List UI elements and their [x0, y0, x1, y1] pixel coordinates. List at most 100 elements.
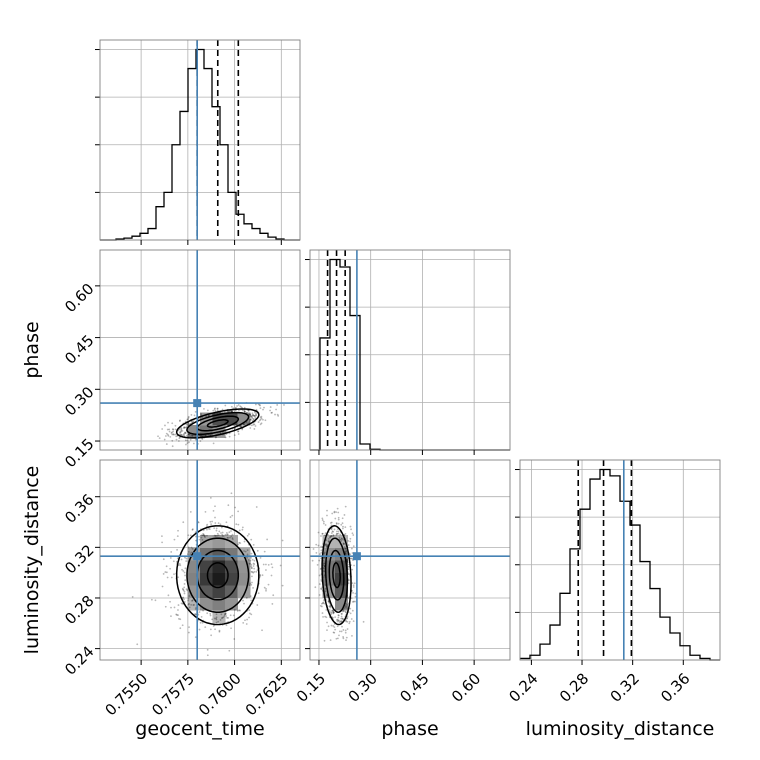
sample-point [265, 563, 267, 566]
sample-point [246, 618, 249, 621]
sample-point [178, 617, 180, 620]
sample-point [203, 534, 206, 537]
sample-point [224, 613, 226, 616]
sample-point [180, 433, 182, 436]
sample-point [362, 620, 365, 623]
sample-point [333, 611, 335, 614]
sample-point [241, 528, 244, 531]
sample-point [204, 434, 206, 437]
sample-point [250, 566, 253, 569]
sample-point [234, 406, 237, 409]
sample-point [237, 430, 240, 433]
histogram-step-geocent_time [100, 48, 300, 241]
sample-point [343, 514, 346, 516]
sample-point [188, 606, 191, 609]
sample-point [250, 565, 253, 568]
sample-point [334, 517, 337, 520]
sample-point [215, 436, 218, 438]
sample-point [227, 537, 229, 539]
sample-point [249, 427, 252, 429]
truth-marker [193, 552, 202, 561]
sample-point [221, 533, 224, 536]
sample-point [228, 435, 231, 438]
sample-point [181, 429, 184, 432]
sample-point [179, 431, 181, 433]
sample-point [232, 407, 235, 410]
sample-point [255, 570, 258, 573]
sample-point [320, 605, 323, 608]
sample-point [234, 409, 237, 412]
sample-point [352, 586, 355, 588]
sample-point [198, 628, 201, 631]
sample-point [322, 522, 325, 525]
sample-point [250, 538, 253, 541]
sample-point [345, 549, 348, 552]
sample-point [233, 609, 236, 611]
sample-point [220, 526, 223, 529]
sample-point [265, 588, 267, 590]
sample-point [346, 620, 349, 623]
sample-point [349, 540, 352, 543]
sample-point [323, 639, 326, 642]
x-axis-label-geocent_time: geocent_time [135, 718, 264, 740]
sample-point [172, 433, 175, 436]
sample-point [329, 522, 332, 524]
sample-point [318, 594, 321, 596]
x-axis-label-luminosity_distance: luminosity_distance [526, 718, 715, 740]
sample-point [188, 441, 190, 444]
sample-point [177, 576, 180, 579]
sample-point [230, 492, 233, 495]
sample-point [346, 561, 349, 564]
sample-point [235, 523, 238, 526]
sample-point [330, 535, 333, 537]
sample-point [214, 628, 216, 631]
sample-point [252, 423, 255, 426]
density-bin [212, 597, 226, 611]
sample-point [340, 523, 343, 526]
sample-point [183, 592, 186, 595]
sample-point [342, 610, 345, 613]
sample-point [189, 511, 192, 513]
sample-point [193, 604, 196, 606]
sample-point [316, 563, 319, 566]
sample-point [177, 440, 180, 442]
sample-point [237, 433, 240, 435]
sample-point [238, 609, 240, 612]
density-bin [200, 560, 213, 573]
sample-point [194, 608, 197, 610]
sample-point [190, 413, 193, 416]
sample-point [184, 426, 187, 429]
sample-point [341, 537, 343, 540]
sample-point [253, 563, 256, 566]
sample-point [330, 532, 333, 534]
sample-point [270, 411, 273, 414]
sample-point [335, 532, 338, 535]
sample-point [183, 590, 186, 593]
sample-point [203, 407, 205, 410]
sample-point [323, 552, 326, 555]
sample-point [183, 586, 186, 589]
sample-point [263, 550, 266, 553]
sample-point [250, 599, 253, 602]
sample-point [212, 509, 215, 512]
sample-point [170, 576, 173, 579]
sample-point [232, 614, 235, 617]
sample-point [315, 551, 318, 554]
sample-point [237, 510, 240, 513]
sample-point [252, 571, 255, 574]
sample-point [346, 603, 348, 606]
sample-point [176, 614, 178, 616]
sample-point [253, 567, 256, 570]
sample-point [319, 568, 322, 570]
sample-point [150, 598, 153, 601]
sample-point [178, 562, 181, 565]
sample-point [320, 545, 323, 548]
sample-point [334, 616, 337, 619]
sample-point [253, 423, 256, 426]
sample-point [224, 612, 227, 615]
y-tick-label: 0.28 [61, 592, 97, 628]
sample-point [217, 620, 220, 623]
sample-point [332, 534, 335, 536]
sample-point [335, 523, 338, 525]
